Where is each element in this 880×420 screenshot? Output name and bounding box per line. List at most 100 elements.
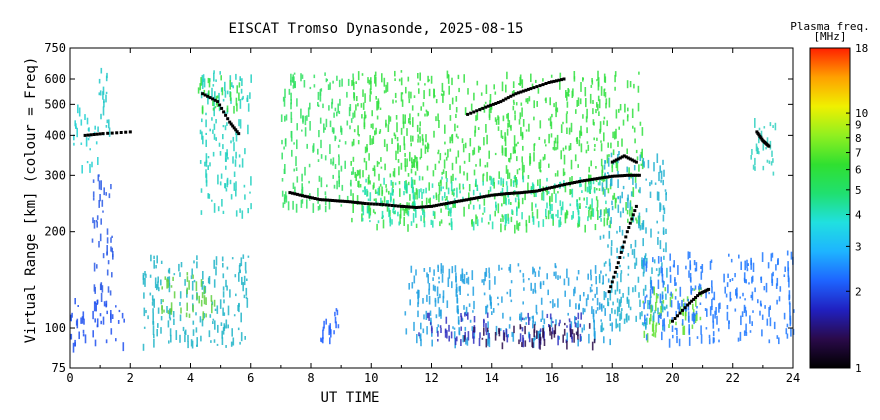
echo-mark [118,309,121,313]
echo-mark [601,182,604,192]
echo-mark [428,88,431,97]
trace-point [321,198,324,202]
echo-mark [96,215,99,220]
echo-mark [761,329,763,337]
echo-mark [688,336,691,346]
trace-point [619,250,623,254]
echo-mark [751,276,753,284]
echo-mark [601,169,603,177]
echo-mark [533,144,535,152]
echo-mark [425,134,427,143]
echo-mark [434,285,436,292]
echo-mark [92,330,94,338]
echo-mark [571,90,574,98]
trace-point [128,130,132,134]
echo-mark [655,293,658,303]
echo-mark [422,207,424,215]
echo-mark [399,188,401,197]
echo-mark [602,120,605,125]
trace-point [616,157,620,161]
trace-point [573,181,577,184]
echo-mark [779,286,782,292]
trace-point [409,205,413,209]
echo-mark [101,285,104,293]
echo-mark [535,304,538,313]
echo-mark [215,256,218,266]
echo-mark [764,305,766,309]
echo-mark [295,156,297,167]
echo-mark [607,211,609,220]
echo-mark [437,266,439,272]
echo-mark [498,264,500,271]
echo-mark [144,271,146,276]
echo-mark [221,199,223,207]
echo-mark [242,254,245,259]
echo-mark [324,191,327,196]
echo-mark [771,150,773,157]
echo-mark [513,135,516,145]
echo-mark [98,92,101,96]
echo-mark [70,314,72,322]
echo-mark [691,324,694,329]
echo-mark [501,81,504,92]
echo-mark [238,303,240,313]
echo-mark [466,278,468,284]
echo-mark [658,171,660,182]
echo-mark [661,267,663,277]
echo-mark [719,302,721,309]
echo-mark [631,206,633,217]
echo-mark [591,289,593,292]
echo-mark [74,342,76,347]
x-axis: 0 2 4 6 8 10 12 14 16 18 20 22 24 [66,48,800,385]
echo-mark [547,210,550,220]
echo-mark [365,178,367,183]
echo-mark [244,194,246,200]
echo-mark [622,119,625,126]
echo-mark [213,259,215,269]
echo-mark [226,152,228,156]
echo-mark [418,189,420,199]
echo-mark [605,261,607,264]
echo-mark [553,271,555,277]
echo-mark [410,221,413,226]
echo-mark [179,291,182,299]
echo-mark [532,320,534,324]
trace-point [467,197,471,201]
echo-mark [610,217,612,224]
echo-mark [451,189,454,195]
echo-mark [483,137,485,146]
echo-mark [524,190,526,201]
echo-mark [465,306,468,316]
echo-mark [772,271,774,277]
echo-mark [609,338,611,346]
echo-mark [584,224,586,233]
trace-point [101,132,105,136]
echo-mark [244,148,246,155]
echo-mark [651,323,654,332]
echo-mark [415,269,417,276]
echo-mark [420,322,422,330]
echo-mark [509,289,512,297]
echo-mark [331,102,333,109]
echo-mark [336,111,338,117]
echo-mark [351,141,354,147]
echo-mark [372,167,374,171]
echo-mark [246,298,249,308]
echo-mark [394,70,396,77]
trace-point [608,175,612,179]
echo-mark [600,143,603,152]
trace-point [595,177,599,181]
echo-mark [461,272,464,283]
echo-mark [371,110,373,117]
echo-mark [549,301,552,304]
echo-mark [650,180,653,185]
trace-point [558,184,561,188]
echo-mark [743,277,746,282]
echo-mark [238,154,241,158]
echo-mark [222,134,224,140]
echo-mark [365,161,368,171]
colorbar-tick-label: 1 [855,362,862,375]
echo-mark [514,144,516,153]
echo-mark [778,296,781,302]
echo-mark [607,172,609,174]
